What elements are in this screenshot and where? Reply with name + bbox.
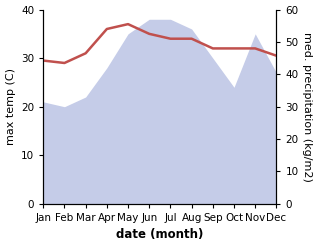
Y-axis label: max temp (C): max temp (C) [5,68,16,145]
Y-axis label: med. precipitation (kg/m2): med. precipitation (kg/m2) [302,32,313,182]
X-axis label: date (month): date (month) [116,228,204,242]
